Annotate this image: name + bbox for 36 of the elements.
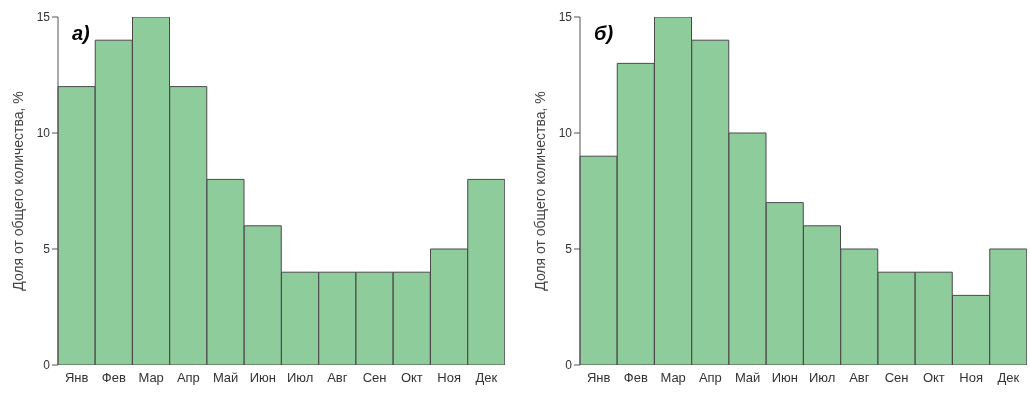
x-tick-label: Авг (849, 370, 870, 386)
x-tick-label: Июл (286, 370, 314, 386)
y-tick-label: 10 (36, 126, 51, 141)
y-axis-title: Доля от общего количества, % (9, 91, 26, 291)
y-tick-label: 15 (558, 10, 573, 25)
x-tick-label: Июн (249, 370, 277, 386)
y-tick-label: 15 (36, 10, 51, 25)
y-axis-title: Доля от общего количества, % (531, 91, 548, 291)
y-tick-label: 5 (43, 242, 51, 257)
x-tick-label: Окт (922, 370, 945, 386)
chart-title: б) (594, 22, 614, 45)
x-tick-label: Ноя (437, 370, 461, 386)
x-tick-label: Апр (176, 370, 200, 386)
x-tick-label: Мар (138, 370, 164, 386)
y-tick-label: 0 (565, 358, 573, 373)
x-tick-label: Дек (997, 370, 1020, 386)
x-tick-label: Янв (586, 370, 611, 386)
x-tick-label: Фев (101, 370, 126, 386)
x-tick-label: Июл (808, 370, 836, 386)
x-tick-label: Ноя (959, 370, 983, 386)
x-tick-label: Дек (475, 370, 498, 386)
x-tick-label: Окт (400, 370, 423, 386)
x-tick-label: Май (212, 370, 239, 386)
x-tick-label: Мар (660, 370, 686, 386)
x-tick-label: Сен (362, 370, 387, 386)
x-tick-label: Сен (884, 370, 909, 386)
x-tick-label: Янв (64, 370, 89, 386)
y-tick-label: 10 (558, 126, 573, 141)
x-tick-label: Апр (698, 370, 722, 386)
x-tick-label: Июн (771, 370, 799, 386)
x-tick-label: Авг (327, 370, 348, 386)
x-tick-label: Фев (623, 370, 648, 386)
x-tick-label: Май (734, 370, 761, 386)
y-tick-label: 5 (565, 242, 573, 257)
y-tick-label: 0 (43, 358, 51, 373)
chart-title: а) (72, 22, 90, 45)
